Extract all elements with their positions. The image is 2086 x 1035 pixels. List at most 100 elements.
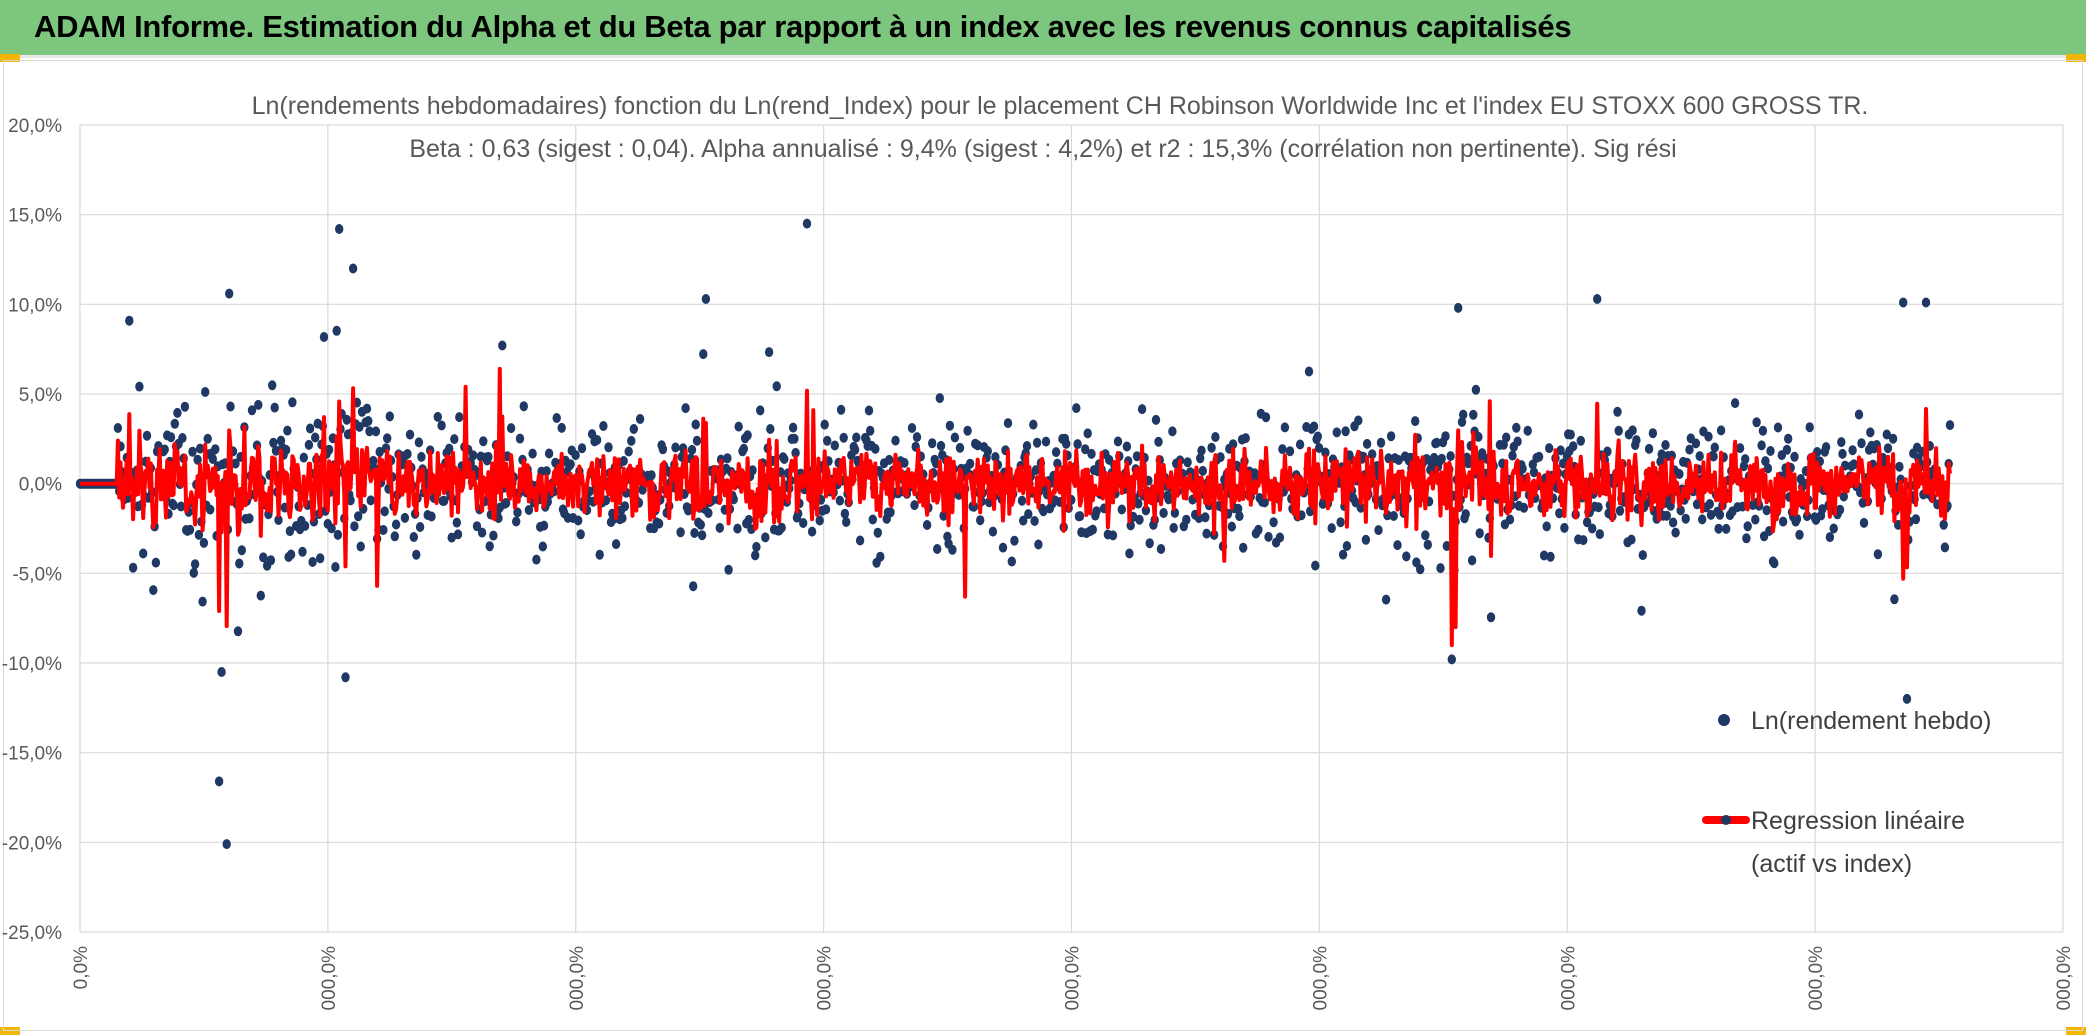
- scatter-point: [780, 454, 789, 464]
- scatter-point: [1019, 515, 1028, 526]
- scatter-point: [912, 432, 922, 443]
- scatter-point: [619, 456, 628, 466]
- scatter-point: [1211, 432, 1220, 442]
- scatter-point: [415, 522, 425, 532]
- scatter-point: [316, 553, 325, 564]
- scatter-point: [256, 590, 265, 601]
- scatter-point: [836, 404, 846, 415]
- scatter-point: [1637, 605, 1646, 616]
- scatter-point: [350, 521, 359, 532]
- scatter-point: [194, 529, 204, 540]
- scatter-point: [627, 435, 636, 446]
- scatter-point: [489, 530, 498, 541]
- scatter-point: [513, 507, 522, 518]
- scatter-point: [1911, 514, 1921, 525]
- scatter-point: [788, 422, 798, 433]
- scatter-point: [198, 596, 207, 607]
- scatter-point: [469, 450, 478, 461]
- scatter-point: [1304, 366, 1314, 377]
- scatter-point: [1362, 438, 1372, 449]
- scatter-point: [1849, 459, 1859, 470]
- scatter-point: [346, 495, 355, 506]
- scatter-point: [671, 442, 680, 453]
- scatter-point: [193, 454, 202, 465]
- scatter-point: [1921, 297, 1931, 308]
- scatter-point: [850, 444, 860, 455]
- scatter-point: [1782, 444, 1792, 455]
- scatter-point: [900, 457, 909, 468]
- scatter-point: [611, 539, 621, 550]
- scatter-point: [128, 562, 138, 573]
- scatter-point: [936, 440, 946, 451]
- scatter-point: [998, 542, 1008, 553]
- scatter-point: [356, 541, 365, 552]
- scatter-point: [928, 438, 937, 449]
- scatter-point: [1354, 415, 1363, 426]
- scatter-point: [1714, 523, 1723, 534]
- scatter-point: [969, 501, 979, 512]
- scatter-point: [1471, 384, 1481, 395]
- scatter-point: [1469, 409, 1478, 420]
- scatter-point: [1342, 541, 1352, 551]
- scatter-point: [1709, 451, 1718, 462]
- scatter-point: [1260, 497, 1269, 508]
- scatter-point: [1784, 433, 1793, 444]
- scatter-point: [676, 527, 685, 538]
- scatter-point: [963, 425, 972, 436]
- scatter-point: [472, 521, 482, 532]
- scatter-point: [1805, 422, 1814, 433]
- scatter-point: [142, 430, 152, 441]
- scatter-point: [1778, 516, 1788, 527]
- scatter-point: [681, 403, 690, 414]
- scatter-point: [477, 527, 487, 538]
- scatter-point: [214, 776, 224, 787]
- scatter-point: [1546, 551, 1555, 562]
- scatter-point: [552, 413, 561, 423]
- scatter-point: [935, 393, 944, 404]
- scatter-point: [1088, 524, 1098, 535]
- scatter-point: [1939, 519, 1948, 530]
- scatter-point: [1169, 522, 1178, 533]
- scatter-point: [1454, 302, 1463, 313]
- scatter-point: [983, 446, 992, 457]
- scatter-point: [1508, 450, 1517, 461]
- scatter-point: [1332, 427, 1342, 438]
- scatter-point: [332, 325, 341, 336]
- scatter-point: [1838, 448, 1847, 459]
- scatter-point: [1741, 454, 1750, 465]
- scatter-point: [1513, 436, 1522, 447]
- scatter-point: [1588, 523, 1597, 534]
- y-tick-label: 15,0%: [8, 206, 62, 227]
- scatter-point: [235, 558, 244, 569]
- scatter-point: [1280, 422, 1290, 433]
- scatter-point: [391, 519, 401, 530]
- scatter-point: [1241, 433, 1250, 444]
- scatter-point: [166, 432, 176, 443]
- scatter-point: [270, 402, 279, 413]
- scatter-point: [1125, 548, 1134, 559]
- scatter-point: [1327, 523, 1336, 534]
- y-tick-label: -20,0%: [2, 833, 62, 854]
- scatter-point: [1386, 431, 1396, 442]
- scatter-point: [1716, 425, 1726, 436]
- scatter-point: [1032, 437, 1042, 448]
- scatter-point: [799, 518, 808, 528]
- scatter-point: [1285, 446, 1295, 457]
- scatter-point: [654, 518, 664, 529]
- scatter-point: [1022, 441, 1032, 451]
- scatter-point: [1835, 504, 1845, 515]
- y-tick-label: 20,0%: [8, 116, 62, 137]
- scatter-point: [1691, 438, 1701, 449]
- scatter-point: [1752, 417, 1761, 428]
- scatter-point: [1556, 445, 1565, 456]
- scatter-point: [1710, 442, 1720, 453]
- scatter-point: [1402, 551, 1411, 562]
- scatter-point: [1866, 427, 1875, 438]
- scatter-point: [1762, 505, 1771, 516]
- scatter-point: [269, 437, 278, 448]
- scatter-point: [1361, 534, 1371, 545]
- scatter-point: [1467, 555, 1477, 566]
- scatter-point: [151, 557, 161, 568]
- scatter-point: [542, 466, 551, 477]
- scatter-point: [1457, 417, 1467, 427]
